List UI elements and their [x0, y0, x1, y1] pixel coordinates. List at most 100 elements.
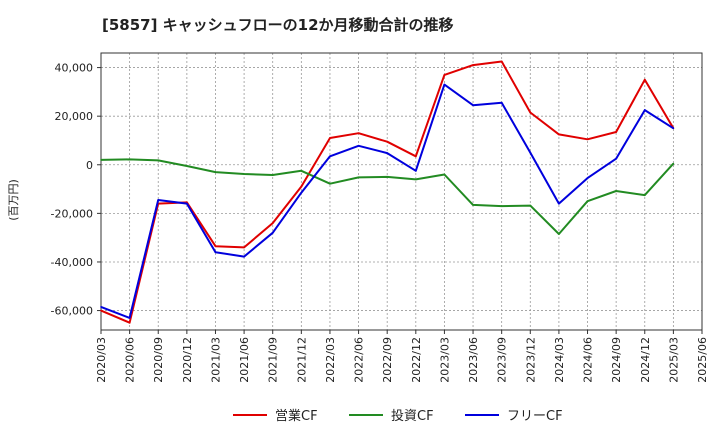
data-point: [243, 246, 245, 249]
series-1: [100, 60, 675, 324]
data-point: [157, 199, 160, 201]
data-point: [357, 145, 360, 147]
x-tick-label: 2024/06: [582, 337, 595, 383]
data-point: [472, 64, 474, 66]
x-tick-label: 2021/12: [295, 337, 308, 383]
data-point: [128, 317, 131, 319]
data-point: [586, 138, 589, 141]
x-tick-label: 2025/06: [696, 337, 709, 383]
x-tick-label: 2020/03: [95, 337, 108, 383]
x-tick-label: 2025/03: [667, 337, 680, 383]
grid-lines: [100, 53, 703, 330]
data-point: [386, 176, 388, 178]
x-tick-label: 2022/12: [410, 337, 423, 383]
data-point: [443, 173, 446, 176]
data-point: [100, 306, 102, 308]
series-2: [100, 158, 675, 235]
y-tick-label: 0: [86, 159, 93, 172]
data-point: [243, 173, 245, 175]
data-point: [472, 104, 474, 107]
x-tick-label: 2021/03: [209, 337, 222, 383]
data-point: [300, 170, 303, 172]
y-tick-label: -40,000: [51, 256, 93, 269]
x-tick-label: 2022/09: [381, 337, 394, 383]
y-tick-label: -20,000: [51, 207, 93, 220]
legend: 営業CF 投資CF フリーCF: [233, 408, 563, 424]
data-point: [415, 178, 417, 181]
x-tick-label: 2021/06: [238, 337, 251, 383]
data-point: [558, 233, 560, 235]
data-point: [128, 321, 131, 324]
data-point: [386, 140, 388, 143]
x-tick-label: 2024/03: [553, 337, 566, 383]
data-point: [214, 251, 217, 254]
data-point: [672, 127, 675, 130]
y-axis-label: (百万円): [7, 179, 20, 221]
data-point: [443, 74, 446, 76]
data-point: [443, 83, 446, 86]
x-tick-label: 2022/03: [324, 337, 337, 383]
data-point: [100, 309, 102, 312]
data-point: [586, 177, 589, 179]
series-line: [100, 60, 675, 324]
data-point: [386, 152, 388, 154]
data-point: [329, 182, 331, 185]
data-point: [214, 171, 217, 173]
data-point: [500, 205, 503, 207]
y-tick-label: -60,000: [51, 305, 93, 318]
x-tick-label: 2023/03: [438, 337, 451, 383]
data-point: [271, 232, 274, 234]
data-point: [500, 60, 503, 63]
series-layer: [100, 60, 675, 324]
x-tick-label: 2024/12: [639, 337, 652, 383]
x-tick-label: 2022/06: [353, 337, 366, 383]
y-tick-label: 20,000: [55, 110, 94, 123]
data-point: [271, 174, 274, 176]
data-point: [529, 151, 532, 154]
plot-frame: [100, 52, 703, 331]
data-point: [415, 155, 417, 158]
data-point: [500, 102, 503, 104]
data-point: [300, 191, 303, 194]
data-point: [157, 159, 160, 162]
legend-label: フリーCF: [507, 409, 563, 424]
series-3: [100, 83, 675, 319]
legend-item-2: 投資CF: [349, 408, 434, 424]
x-tick-label: 2020/12: [181, 337, 194, 383]
data-point: [672, 162, 675, 165]
x-tick-label: 2021/09: [267, 337, 280, 383]
data-point: [529, 204, 532, 207]
data-point: [100, 159, 102, 161]
x-axis-ticks: 2020/03 2020/06 2020/09 2020/12 2021/03 2021/…: [95, 330, 709, 383]
x-tick-label: 2023/09: [496, 337, 509, 383]
legend-item-3: フリーCF: [465, 409, 563, 424]
x-tick-label: 2023/06: [467, 337, 480, 383]
data-point: [472, 204, 474, 206]
data-point: [415, 170, 417, 172]
data-point: [643, 194, 646, 196]
x-tick-label: 2020/06: [124, 337, 137, 383]
y-axis-ticks: 40,000 20,000 0 -20,000 -40,000 -60,000: [51, 62, 101, 318]
data-point: [643, 109, 646, 111]
data-point: [643, 78, 646, 81]
x-tick-label: 2024/09: [610, 337, 623, 383]
data-point: [357, 176, 360, 179]
chart-title: [5857] キャッシュフローの12か月移動合計の推移: [102, 16, 454, 34]
data-point: [214, 245, 217, 247]
y-tick-label: 40,000: [55, 62, 94, 75]
data-point: [615, 190, 617, 192]
x-tick-label: 2023/12: [524, 337, 537, 383]
data-point: [186, 165, 188, 167]
data-point: [128, 158, 131, 161]
data-point: [558, 202, 560, 205]
legend-label: 投資CF: [391, 408, 434, 424]
data-point: [615, 131, 617, 133]
data-point: [558, 133, 560, 136]
data-point: [529, 111, 532, 114]
data-point: [357, 132, 360, 134]
x-tick-label: 2020/09: [152, 337, 165, 383]
data-point: [586, 200, 589, 203]
data-point: [271, 222, 274, 224]
data-point: [243, 255, 245, 258]
